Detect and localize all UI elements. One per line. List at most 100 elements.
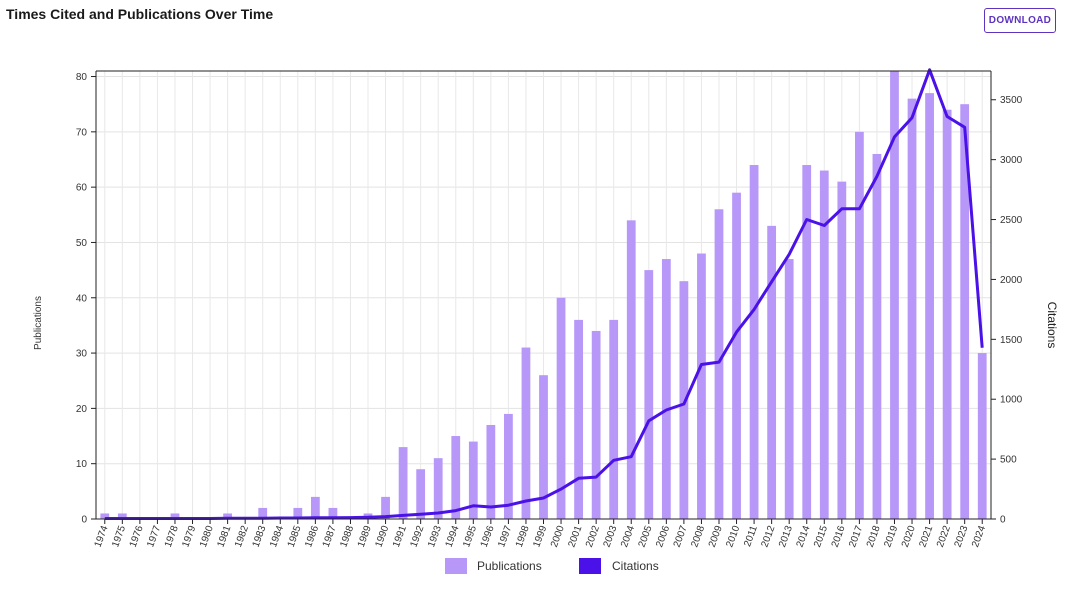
page-title: Times Cited and Publications Over Time	[6, 6, 274, 22]
right-y-axis-ticks: 0 500 1000 1500 2000 2500 3000 3500	[991, 95, 1023, 526]
x-tick-label: 2020	[900, 524, 918, 549]
bar-publications	[925, 93, 934, 519]
x-tick-label: 1988	[338, 524, 356, 549]
bar-publications	[802, 165, 812, 519]
bar-publications	[626, 220, 636, 520]
x-tick-label: 2017	[847, 524, 865, 549]
bar-publications	[854, 131, 864, 519]
x-tick-label: 1978	[163, 524, 181, 549]
bar-publications	[293, 507, 303, 519]
left-y-tick-label: 70	[76, 127, 88, 138]
x-tick-label: 2013	[777, 524, 795, 549]
x-tick-label: 2015	[812, 524, 830, 549]
bar-publications	[732, 192, 741, 519]
bar-publications	[170, 513, 180, 519]
download-button[interactable]: DOWNLOAD	[984, 8, 1056, 33]
bar-publications	[398, 447, 408, 519]
x-tick-label: 1975	[110, 524, 128, 549]
legend-swatch-citations[interactable]	[579, 558, 601, 574]
bar-publications	[767, 225, 777, 519]
left-y-tick-label: 20	[76, 404, 88, 415]
right-y-tick-label: 3500	[1000, 95, 1023, 106]
bar-publications	[749, 165, 759, 519]
x-tick-label: 2011	[742, 524, 760, 548]
x-tick-label: 2003	[602, 524, 620, 549]
x-tick-label: 2000	[549, 524, 567, 549]
x-tick-label: 1989	[356, 524, 374, 549]
bar-publications	[574, 319, 583, 519]
bar-publications	[697, 253, 706, 519]
x-tick-label: 1993	[426, 524, 444, 549]
left-y-axis-ticks: 0 10 20 30 40 50 60 70 80	[76, 72, 96, 526]
bar-publications	[714, 209, 724, 519]
x-tick-label: 1976	[128, 524, 146, 549]
x-tick-label: 1994	[444, 524, 462, 549]
bar-publications	[907, 98, 917, 519]
citations-series-line	[104, 68, 984, 520]
x-tick-label: 1974	[93, 524, 111, 549]
bar-publications	[609, 319, 619, 519]
bar-publications	[539, 375, 548, 519]
x-tick-label: 1980	[198, 524, 216, 549]
right-y-tick-label: 3000	[1000, 155, 1023, 166]
x-tick-label: 2009	[707, 524, 725, 549]
bar-publications	[679, 281, 689, 519]
left-y-tick-label: 60	[76, 183, 88, 194]
x-tick-label: 1983	[251, 524, 269, 549]
bar-publications	[416, 469, 426, 519]
x-tick-label: 1991	[391, 524, 409, 549]
legend-label-publications[interactable]: Publications	[477, 559, 542, 573]
bar-publications	[521, 347, 531, 519]
x-tick-label: 2001	[566, 524, 584, 549]
x-tick-label: 1995	[461, 524, 479, 549]
left-y-tick-label: 10	[76, 459, 88, 470]
x-tick-label: 2016	[830, 524, 848, 549]
x-tick-label: 1997	[496, 524, 514, 549]
x-tick-label: 1977	[145, 524, 163, 549]
x-tick-label: 2002	[584, 524, 602, 549]
bar-publications	[890, 71, 899, 519]
legend-swatch-publications[interactable]	[445, 558, 467, 574]
x-axis-ticks: 1974 1975 1976 1977 1978 1979 1980 1981 1982 1983…	[93, 519, 988, 549]
x-tick-label: 1985	[286, 524, 304, 549]
x-tick-label: 2006	[654, 524, 672, 549]
left-y-tick-label: 30	[76, 349, 88, 360]
right-y-tick-label: 0	[1000, 515, 1006, 526]
bar-publications	[644, 270, 654, 519]
x-tick-label: 2012	[760, 524, 778, 549]
x-tick-label: 1999	[531, 524, 549, 549]
bar-publications	[258, 507, 268, 519]
citations-line	[104, 68, 984, 520]
x-tick-label: 2023	[953, 524, 971, 549]
bar-publications	[942, 109, 952, 519]
right-y-tick-label: 2000	[1000, 275, 1023, 286]
x-tick-label: 2008	[689, 524, 707, 549]
x-tick-label: 2018	[865, 524, 883, 549]
x-tick-label: 2005	[637, 524, 655, 549]
legend-label-citations[interactable]: Citations	[612, 559, 659, 573]
x-tick-label: 1984	[268, 524, 286, 549]
x-tick-label: 2014	[795, 524, 813, 549]
x-tick-label: 2019	[882, 524, 900, 549]
left-axis-label: Publications	[33, 296, 44, 350]
bar-publications	[784, 259, 794, 519]
bar-publications	[223, 513, 233, 519]
right-y-tick-label: 1500	[1000, 335, 1023, 346]
x-tick-label: 1992	[409, 524, 427, 549]
x-tick-label: 1990	[373, 524, 391, 549]
x-tick-label: 2010	[724, 524, 742, 549]
bar-publications	[661, 259, 671, 519]
right-y-tick-label: 1000	[1000, 395, 1023, 406]
bar-publications	[310, 496, 320, 519]
x-tick-label: 1998	[514, 524, 532, 549]
bar-publications	[591, 330, 601, 519]
right-y-tick-label: 500	[1000, 455, 1017, 466]
left-y-tick-label: 0	[81, 515, 87, 526]
chart-legend: Publications Citations	[445, 558, 659, 574]
left-y-tick-label: 80	[76, 72, 88, 83]
x-tick-label: 1981	[215, 524, 233, 549]
bar-publications	[381, 496, 390, 519]
right-axis-label: Citations	[1045, 302, 1059, 349]
bar-publications	[451, 436, 461, 519]
